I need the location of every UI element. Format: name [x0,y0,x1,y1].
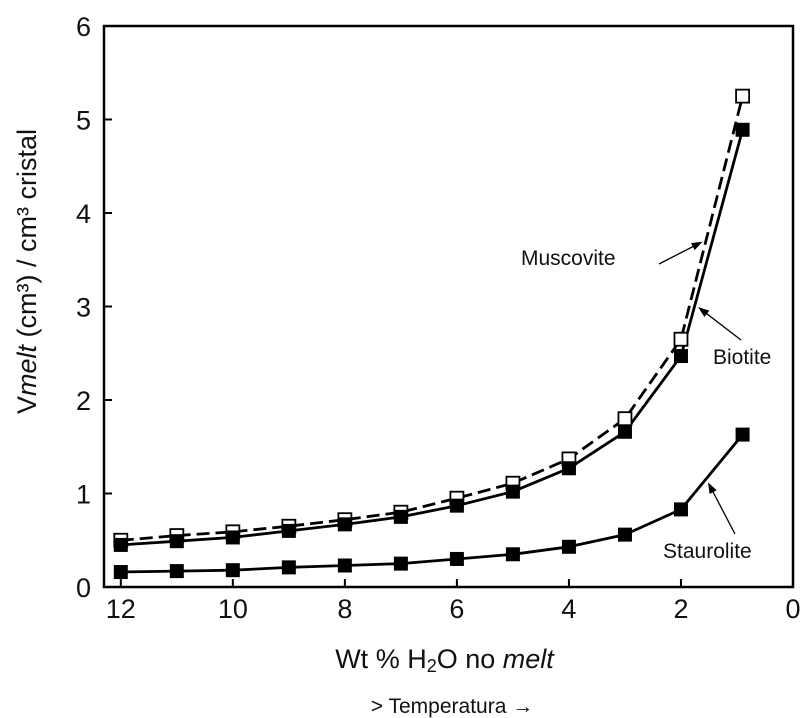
staurolite-point [449,551,464,566]
y-tick-label: 2 [76,386,91,416]
muscovite-point [617,411,633,427]
x-tick-label: 12 [106,594,136,624]
y-tick-label: 3 [76,293,91,323]
staurolite-point [281,560,296,575]
biotite-line [120,129,744,547]
staurolite-point [561,539,576,554]
staurolite-label: Staurolite [663,540,752,563]
muscovite-label: Muscovite [521,247,616,270]
y-tick-label: 5 [76,106,91,136]
x-tick-label: 6 [449,594,464,624]
y-tick-label: 0 [76,573,91,603]
biotite-point [281,523,296,538]
y-tick-label: 1 [76,480,91,510]
y-tick-label: 6 [76,12,91,42]
biotite-point [735,122,750,137]
staurolite-leader-line [711,489,736,535]
staurolite-arrowhead [708,482,717,494]
biotite-point [393,509,408,524]
staurolite-point [337,558,352,573]
staurolite-line [120,433,744,574]
staurolite-point [225,563,240,578]
biotite-leader-line [704,311,742,341]
series-layer [113,88,750,580]
staurolite-point [393,556,408,571]
biotite-point [169,534,184,549]
y-axis-title: Vmelt (cm³) / cm³ cristal [12,129,42,414]
staurolite-point [735,427,750,442]
x-tick-label: 0 [785,594,800,624]
muscovite-leader-line [658,244,696,265]
biotite-arrowhead [698,307,710,317]
x-axis-title: Wt % H2O no melt [335,644,555,676]
biotite-label: Biotite [713,346,771,369]
staurolite-point [617,527,632,542]
muscovite-point [673,331,689,347]
biotite-point [225,530,240,545]
biotite-point [617,424,632,439]
staurolite-point [113,565,128,580]
x-tick-label: 4 [561,594,576,624]
biotite-point [505,484,520,499]
biotite-point [449,498,464,513]
y-tick-label: 4 [76,199,91,229]
muscovite-point [735,88,750,104]
biotite-point [337,517,352,532]
staurolite-point [505,547,520,562]
x-tick-label: 2 [673,594,688,624]
annotation-layer: Muscovite Biotite Staurolite [521,241,771,563]
staurolite-point [673,502,688,517]
biotite-point [561,461,576,476]
x-tick-label: 10 [218,594,248,624]
muscovite-arrowhead [691,241,703,251]
muscovite-line [120,95,744,542]
biotite-point [673,349,688,364]
staurolite-point [169,564,184,579]
temperature-arrow-caption: > Temperatura → [371,695,533,718]
x-tick-label: 8 [337,594,352,624]
biotite-point [113,537,128,552]
